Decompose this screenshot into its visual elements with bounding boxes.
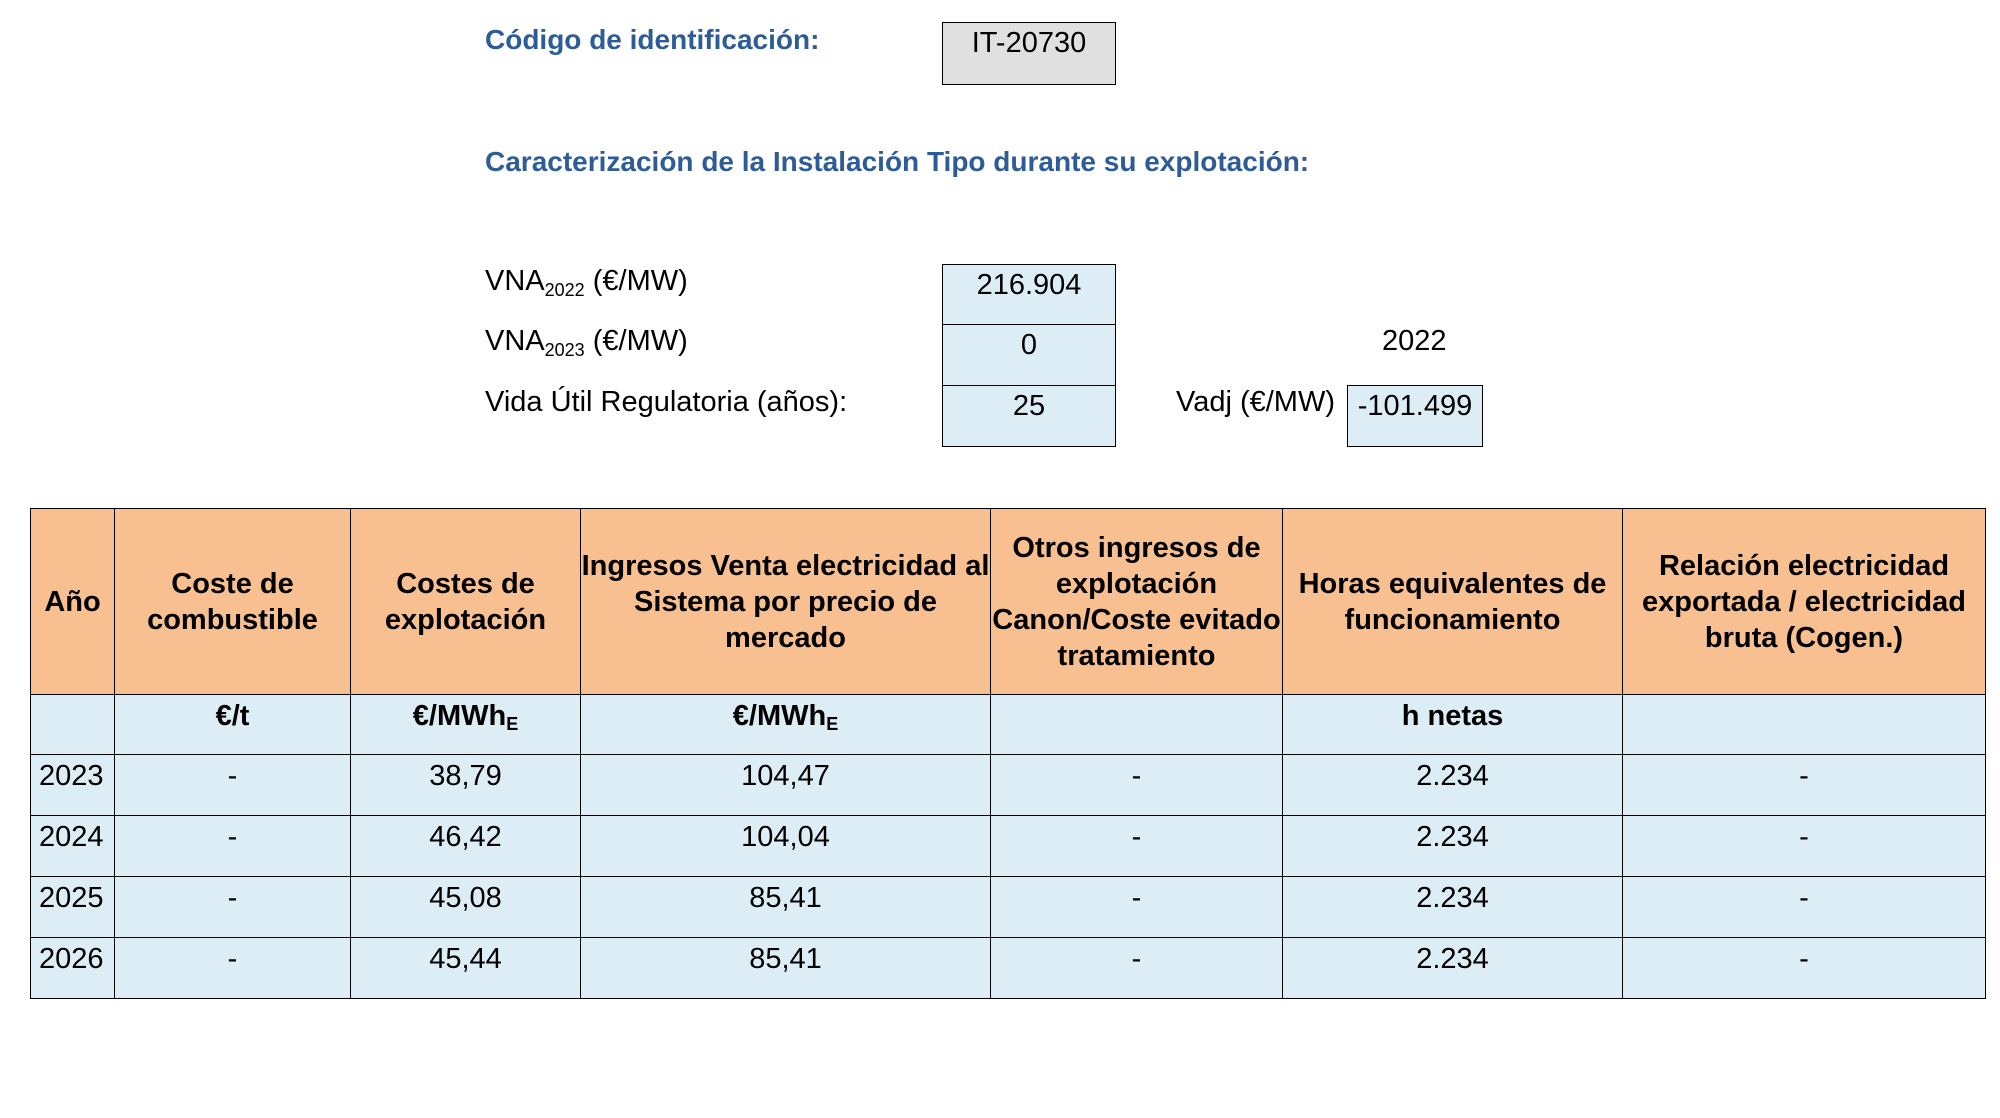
vadj-value: -101.499 bbox=[1347, 385, 1483, 447]
table-row: 2023 - 38,79 104,47 - 2.234 - bbox=[30, 754, 1986, 816]
cell-anio: 2023 bbox=[30, 754, 115, 816]
table-row: 2024 - 46,42 104,04 - 2.234 - bbox=[30, 815, 1986, 877]
table-row: 2025 - 45,08 85,41 - 2.234 - bbox=[30, 876, 1986, 938]
vadj-label: Vadj (€/MW) bbox=[1176, 386, 1335, 418]
cell-horas: 2.234 bbox=[1282, 815, 1623, 877]
vida-util-label: Vida Útil Regulatoria (años): bbox=[485, 386, 848, 418]
cell-anio: 2024 bbox=[30, 815, 115, 877]
section-title: Caracterización de la Instalación Tipo d… bbox=[485, 146, 1310, 177]
unit-ingresos: €/MWhE bbox=[580, 694, 991, 755]
unit-horas: h netas bbox=[1282, 694, 1623, 755]
cell-ingresos: 85,41 bbox=[580, 937, 991, 999]
cell-horas: 2.234 bbox=[1282, 937, 1623, 999]
cell-ingresos: 85,41 bbox=[580, 876, 991, 938]
table-row: 2026 - 45,44 85,41 - 2.234 - bbox=[30, 937, 1986, 999]
cell-relacion: - bbox=[1622, 937, 1986, 999]
cell-otros: - bbox=[990, 937, 1283, 999]
cell-relacion: - bbox=[1622, 754, 1986, 816]
cell-anio: 2025 bbox=[30, 876, 115, 938]
cell-explotacion: 45,08 bbox=[350, 876, 581, 938]
cell-otros: - bbox=[990, 754, 1283, 816]
cell-explotacion: 45,44 bbox=[350, 937, 581, 999]
cell-ingresos: 104,47 bbox=[580, 754, 991, 816]
data-table: Año Coste de combustible Costes de explo… bbox=[30, 508, 1986, 999]
header-ingresos: Ingresos Venta electricidad al Sistema p… bbox=[580, 508, 991, 695]
vida-util-value: 25 bbox=[942, 385, 1116, 447]
header-otros-ingresos: Otros ingresos de explotación Canon/Cost… bbox=[990, 508, 1283, 695]
code-label: Código de identificación: bbox=[485, 24, 820, 55]
unit-combustible: €/t bbox=[114, 694, 351, 755]
code-value-box: IT-20730 bbox=[942, 22, 1116, 85]
header-combustible: Coste de combustible bbox=[114, 508, 351, 695]
cell-combustible: - bbox=[114, 815, 351, 877]
header-relacion: Relación electricidad exportada / electr… bbox=[1622, 508, 1986, 695]
cell-anio: 2026 bbox=[30, 937, 115, 999]
vna-2023-label: VNA2023 (€/MW) bbox=[485, 325, 688, 360]
cell-ingresos: 104,04 bbox=[580, 815, 991, 877]
header-explotacion: Costes de explotación bbox=[350, 508, 581, 695]
unit-otros bbox=[990, 694, 1283, 755]
header-anio: Año bbox=[30, 508, 115, 695]
vna-2022-label: VNA2022 (€/MW) bbox=[485, 265, 688, 300]
cell-combustible: - bbox=[114, 876, 351, 938]
cell-relacion: - bbox=[1622, 876, 1986, 938]
vna-2022-value: 216.904 bbox=[942, 264, 1116, 326]
vna-2023-value: 0 bbox=[942, 324, 1116, 386]
cell-explotacion: 38,79 bbox=[350, 754, 581, 816]
year-label: 2022 bbox=[1382, 325, 1447, 357]
cell-otros: - bbox=[990, 815, 1283, 877]
header-horas: Horas equivalentes de funcionamiento bbox=[1282, 508, 1623, 695]
table-units-row: €/t €/MWhE €/MWhE h netas bbox=[30, 694, 1986, 755]
cell-relacion: - bbox=[1622, 815, 1986, 877]
cell-combustible: - bbox=[114, 754, 351, 816]
unit-explotacion: €/MWhE bbox=[350, 694, 581, 755]
table-header-row: Año Coste de combustible Costes de explo… bbox=[30, 508, 1986, 695]
cell-combustible: - bbox=[114, 937, 351, 999]
cell-horas: 2.234 bbox=[1282, 876, 1623, 938]
cell-explotacion: 46,42 bbox=[350, 815, 581, 877]
cell-otros: - bbox=[990, 876, 1283, 938]
unit-anio bbox=[30, 694, 115, 755]
unit-relacion bbox=[1622, 694, 1986, 755]
cell-horas: 2.234 bbox=[1282, 754, 1623, 816]
